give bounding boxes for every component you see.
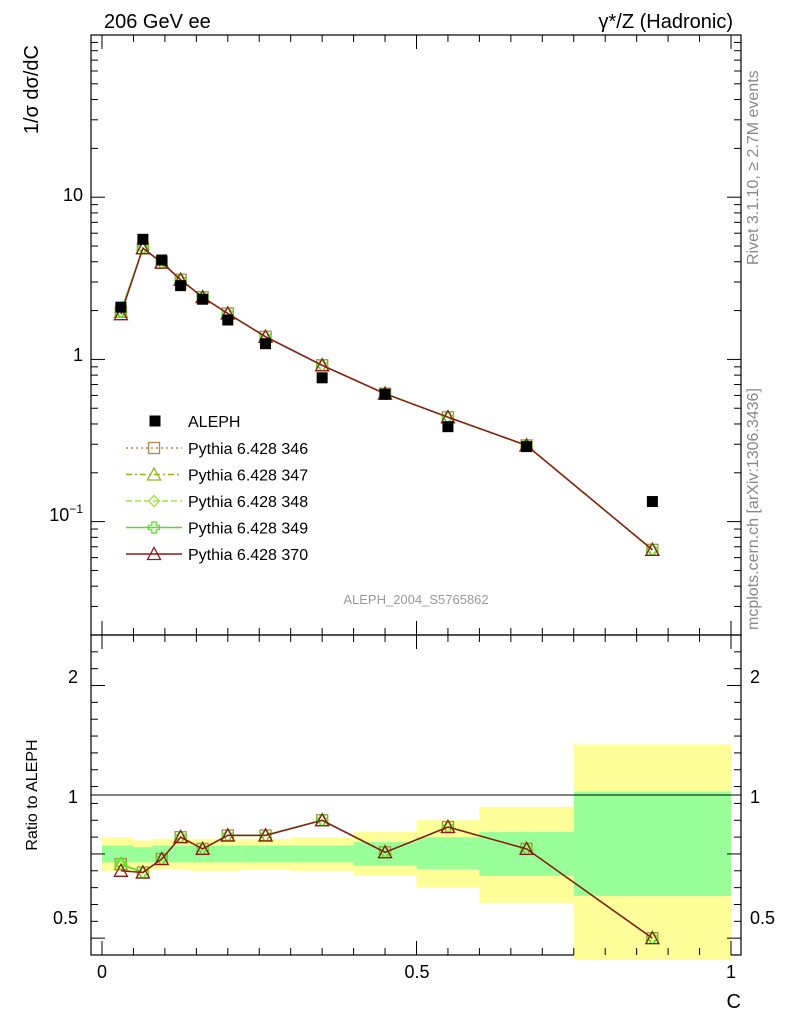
data-point [197,293,209,305]
ratio-point [377,844,393,859]
data-point [379,388,391,400]
ratio-tick-label-right-1: 1 [750,787,760,807]
ratio-point [220,827,236,842]
legend-label: ALEPH [188,414,240,431]
ratio-tick-label-right-0.5: 0.5 [750,908,775,928]
data-point [316,372,328,384]
ratio-point [644,930,660,945]
green-band [416,837,480,870]
data-point [222,314,234,326]
legend-label: Pythia 6.428 347 [188,468,308,485]
legend: ALEPH Pythia 6.428 346 Pythia 6.428 347 Pyt… [126,414,308,564]
ratio-point [440,819,456,834]
green-band [215,845,241,863]
ratio-uncertainty-bands [102,744,731,961]
legend-marker-aleph [149,415,161,427]
legend-label: Pythia 6.428 370 [188,547,308,564]
legend-label: Pythia 6.428 348 [188,494,308,511]
green-band [133,847,153,863]
ratio-point [518,841,535,856]
legend-marker [146,546,162,561]
green-band [240,845,291,863]
data-point [156,254,168,266]
mc-point [113,306,129,321]
legend-marker [147,494,161,508]
tick-label-y-1: 1 [73,345,83,365]
mcplots-label: mcplots.cern.ch [arXiv:1306.3436] [745,388,762,630]
legend-marker [147,521,161,534]
ratio-point [154,851,170,866]
ratio-tick-label-0.5: 0.5 [53,908,78,928]
ratio-point [314,812,330,827]
aleph-data-points [115,233,658,508]
green-band [102,845,134,863]
ratio-point [135,864,151,879]
mc-point [644,541,660,556]
data-point [521,441,533,453]
ratio-tick-label-1: 1 [68,787,78,807]
ratio-panel: Ratio to ALEPH 2 1 0.5 2 1 0.5 0 0.5 1 C [24,634,775,1013]
data-point [175,280,187,292]
green-band [171,845,191,863]
rivet-version-label: Rivet 3.1.10, ≥ 2.7M events [745,70,762,265]
green-band [353,842,417,866]
x-tick-label-0.5: 0.5 [404,962,429,982]
ratio-tick-label-2: 2 [68,667,78,687]
ratio-point [113,862,129,877]
tick-label-y-10: 10 [63,185,83,205]
mc-point [135,240,151,255]
legend-marker [146,466,162,481]
header-left: 206 GeV ee [104,11,211,33]
mc-point [314,357,330,372]
data-point [260,338,272,350]
green-band [573,791,731,897]
data-point [442,421,454,433]
x-tick-label-1: 1 [726,962,736,982]
ratio-point [195,841,211,856]
main-panel: 1/σ dσ/dC 10 1 10−1 ALEPH_2004_S5765862 … [21,34,742,636]
tick-label-y-10e-1: 10−1 [49,502,83,525]
x-tick-label-0: 0 [97,962,107,982]
header-right: γ*/Z (Hadronic) [599,11,733,33]
main-axis-ticks [91,35,741,636]
ratio-axis-ticks [91,635,741,955]
ratio-point [257,827,274,842]
main-frame [90,34,742,636]
main-y-axis-label: 1/σ dσ/dC [21,45,43,134]
legend-label: Pythia 6.428 349 [188,521,308,538]
legend-marker [147,441,161,455]
ratio-y-axis-label: Ratio to ALEPH [24,739,41,850]
analysis-id: ALEPH_2004_S5765862 [343,592,488,607]
legend-label: Pythia 6.428 346 [188,441,308,458]
data-point [646,496,658,508]
data-point [137,233,149,245]
ratio-curves [113,812,660,945]
x-axis-label: C [727,991,741,1013]
ratio-tick-label-right-2: 2 [750,667,760,687]
ratio-point [173,829,189,844]
green-band [290,845,354,863]
ratio-curve-line [120,819,653,939]
data-point [115,301,127,313]
